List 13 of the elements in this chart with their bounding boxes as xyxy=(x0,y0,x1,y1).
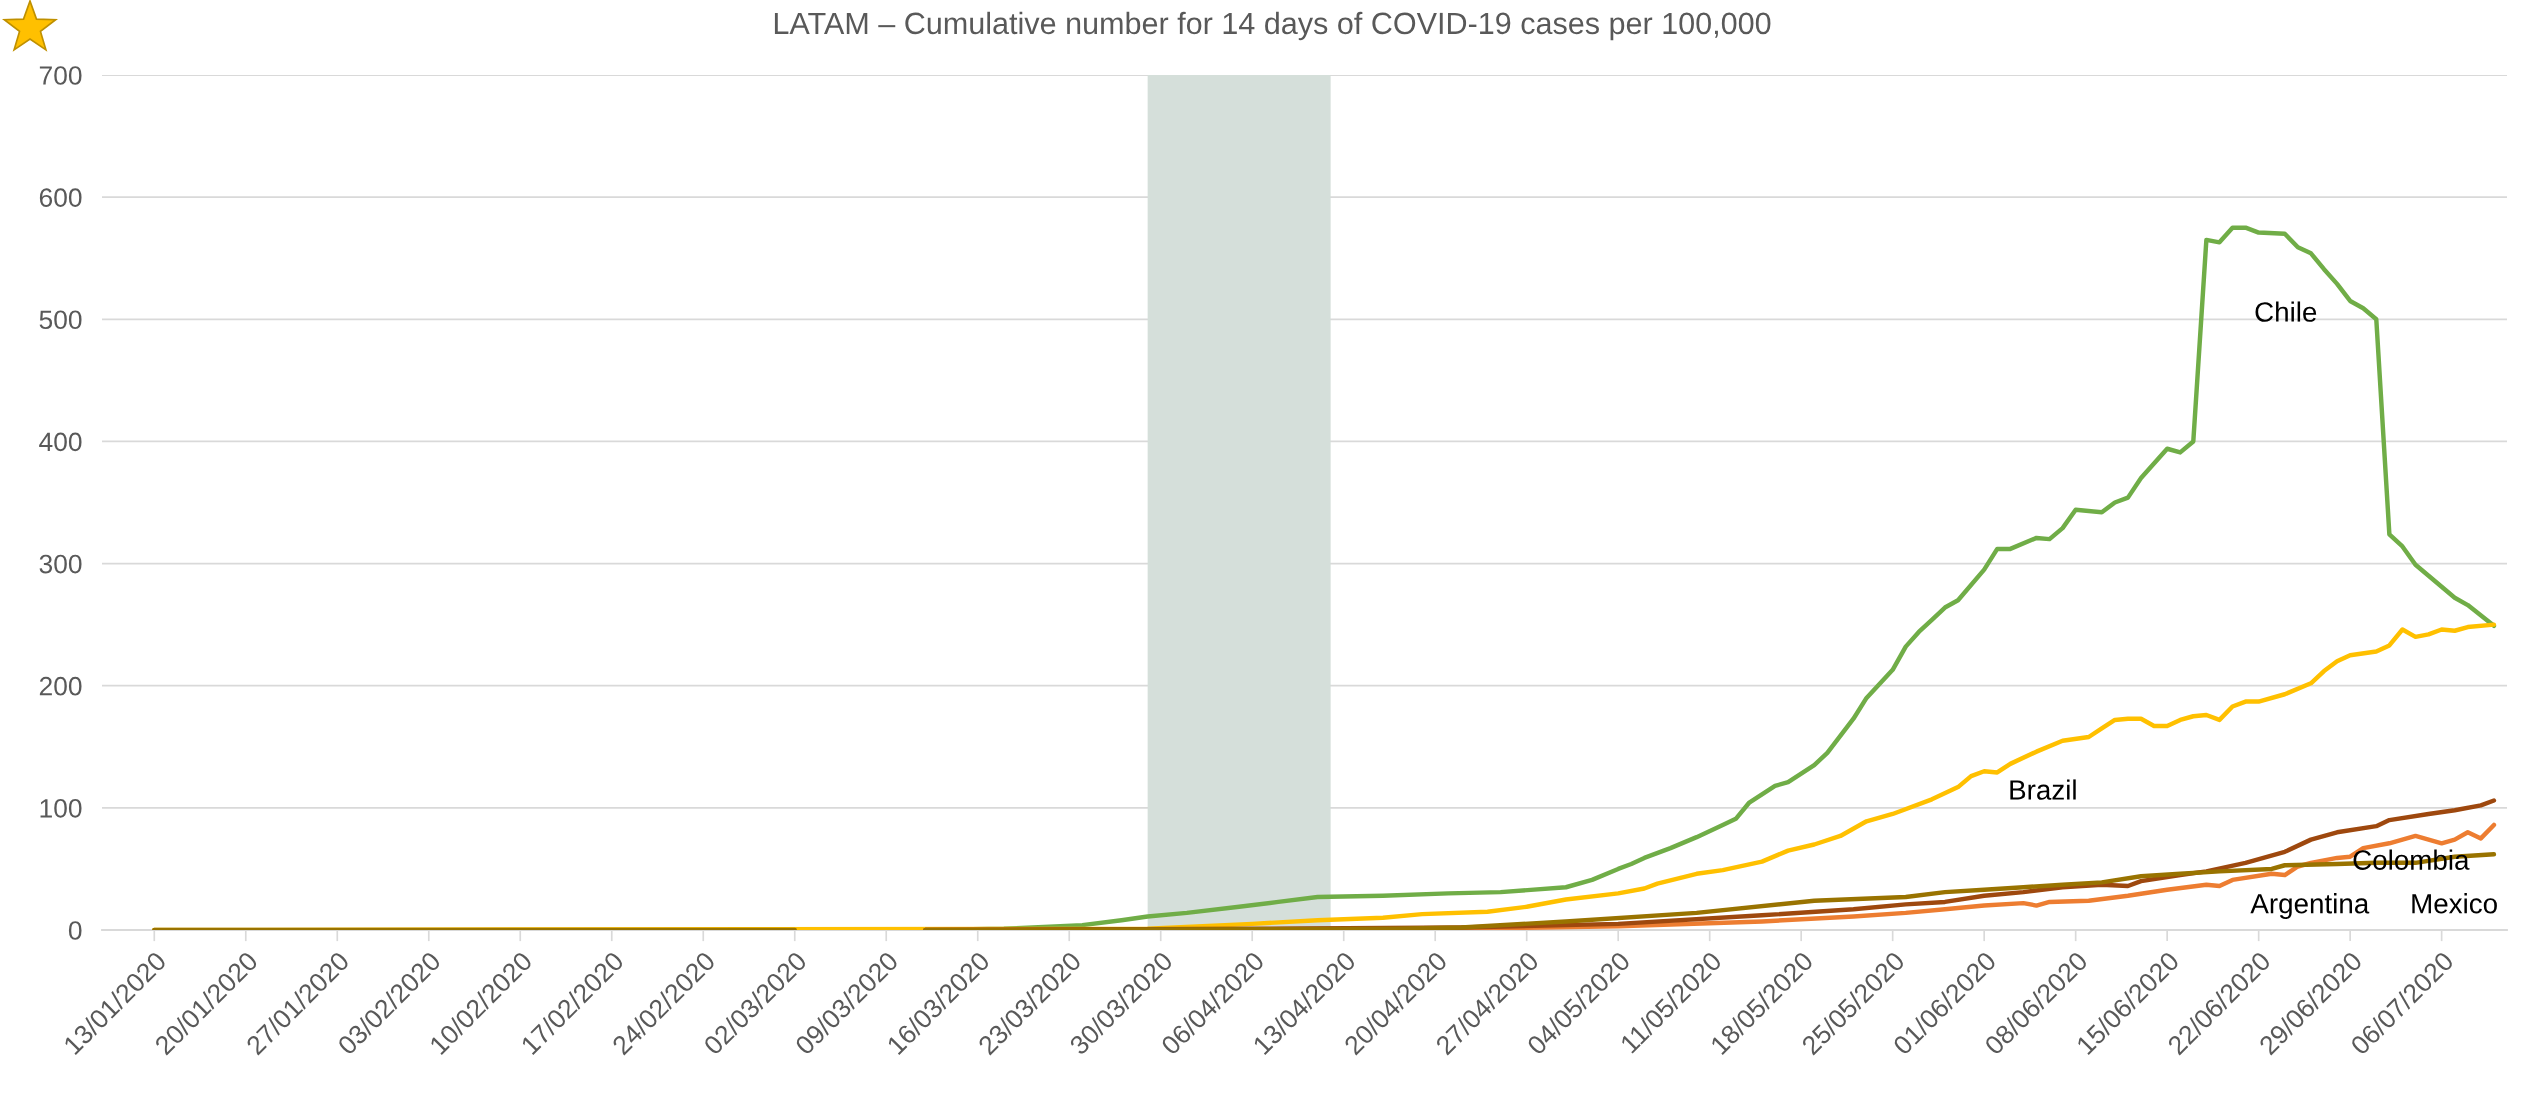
annotation: Argentina xyxy=(2250,893,2370,920)
y-tick-label: 700 xyxy=(39,66,82,85)
annotation: Chile xyxy=(2255,301,2317,322)
y-tick-label: 0 xyxy=(68,921,82,940)
annotation: Brazil xyxy=(2010,779,2076,800)
y-tick-label: 100 xyxy=(40,798,82,818)
y-tick-label: 400 xyxy=(39,432,82,452)
y-tick-label: 500 xyxy=(39,310,82,330)
annotation: Mexico xyxy=(2412,893,2497,914)
y-tick-label: 600 xyxy=(39,188,82,207)
y-tick-label: 200 xyxy=(39,676,82,696)
chart-title: LATAM – Cumulative number for 14 days of COVID-19 cases per 100,000 xyxy=(774,11,1771,41)
y-tick-label: 300 xyxy=(39,554,82,574)
